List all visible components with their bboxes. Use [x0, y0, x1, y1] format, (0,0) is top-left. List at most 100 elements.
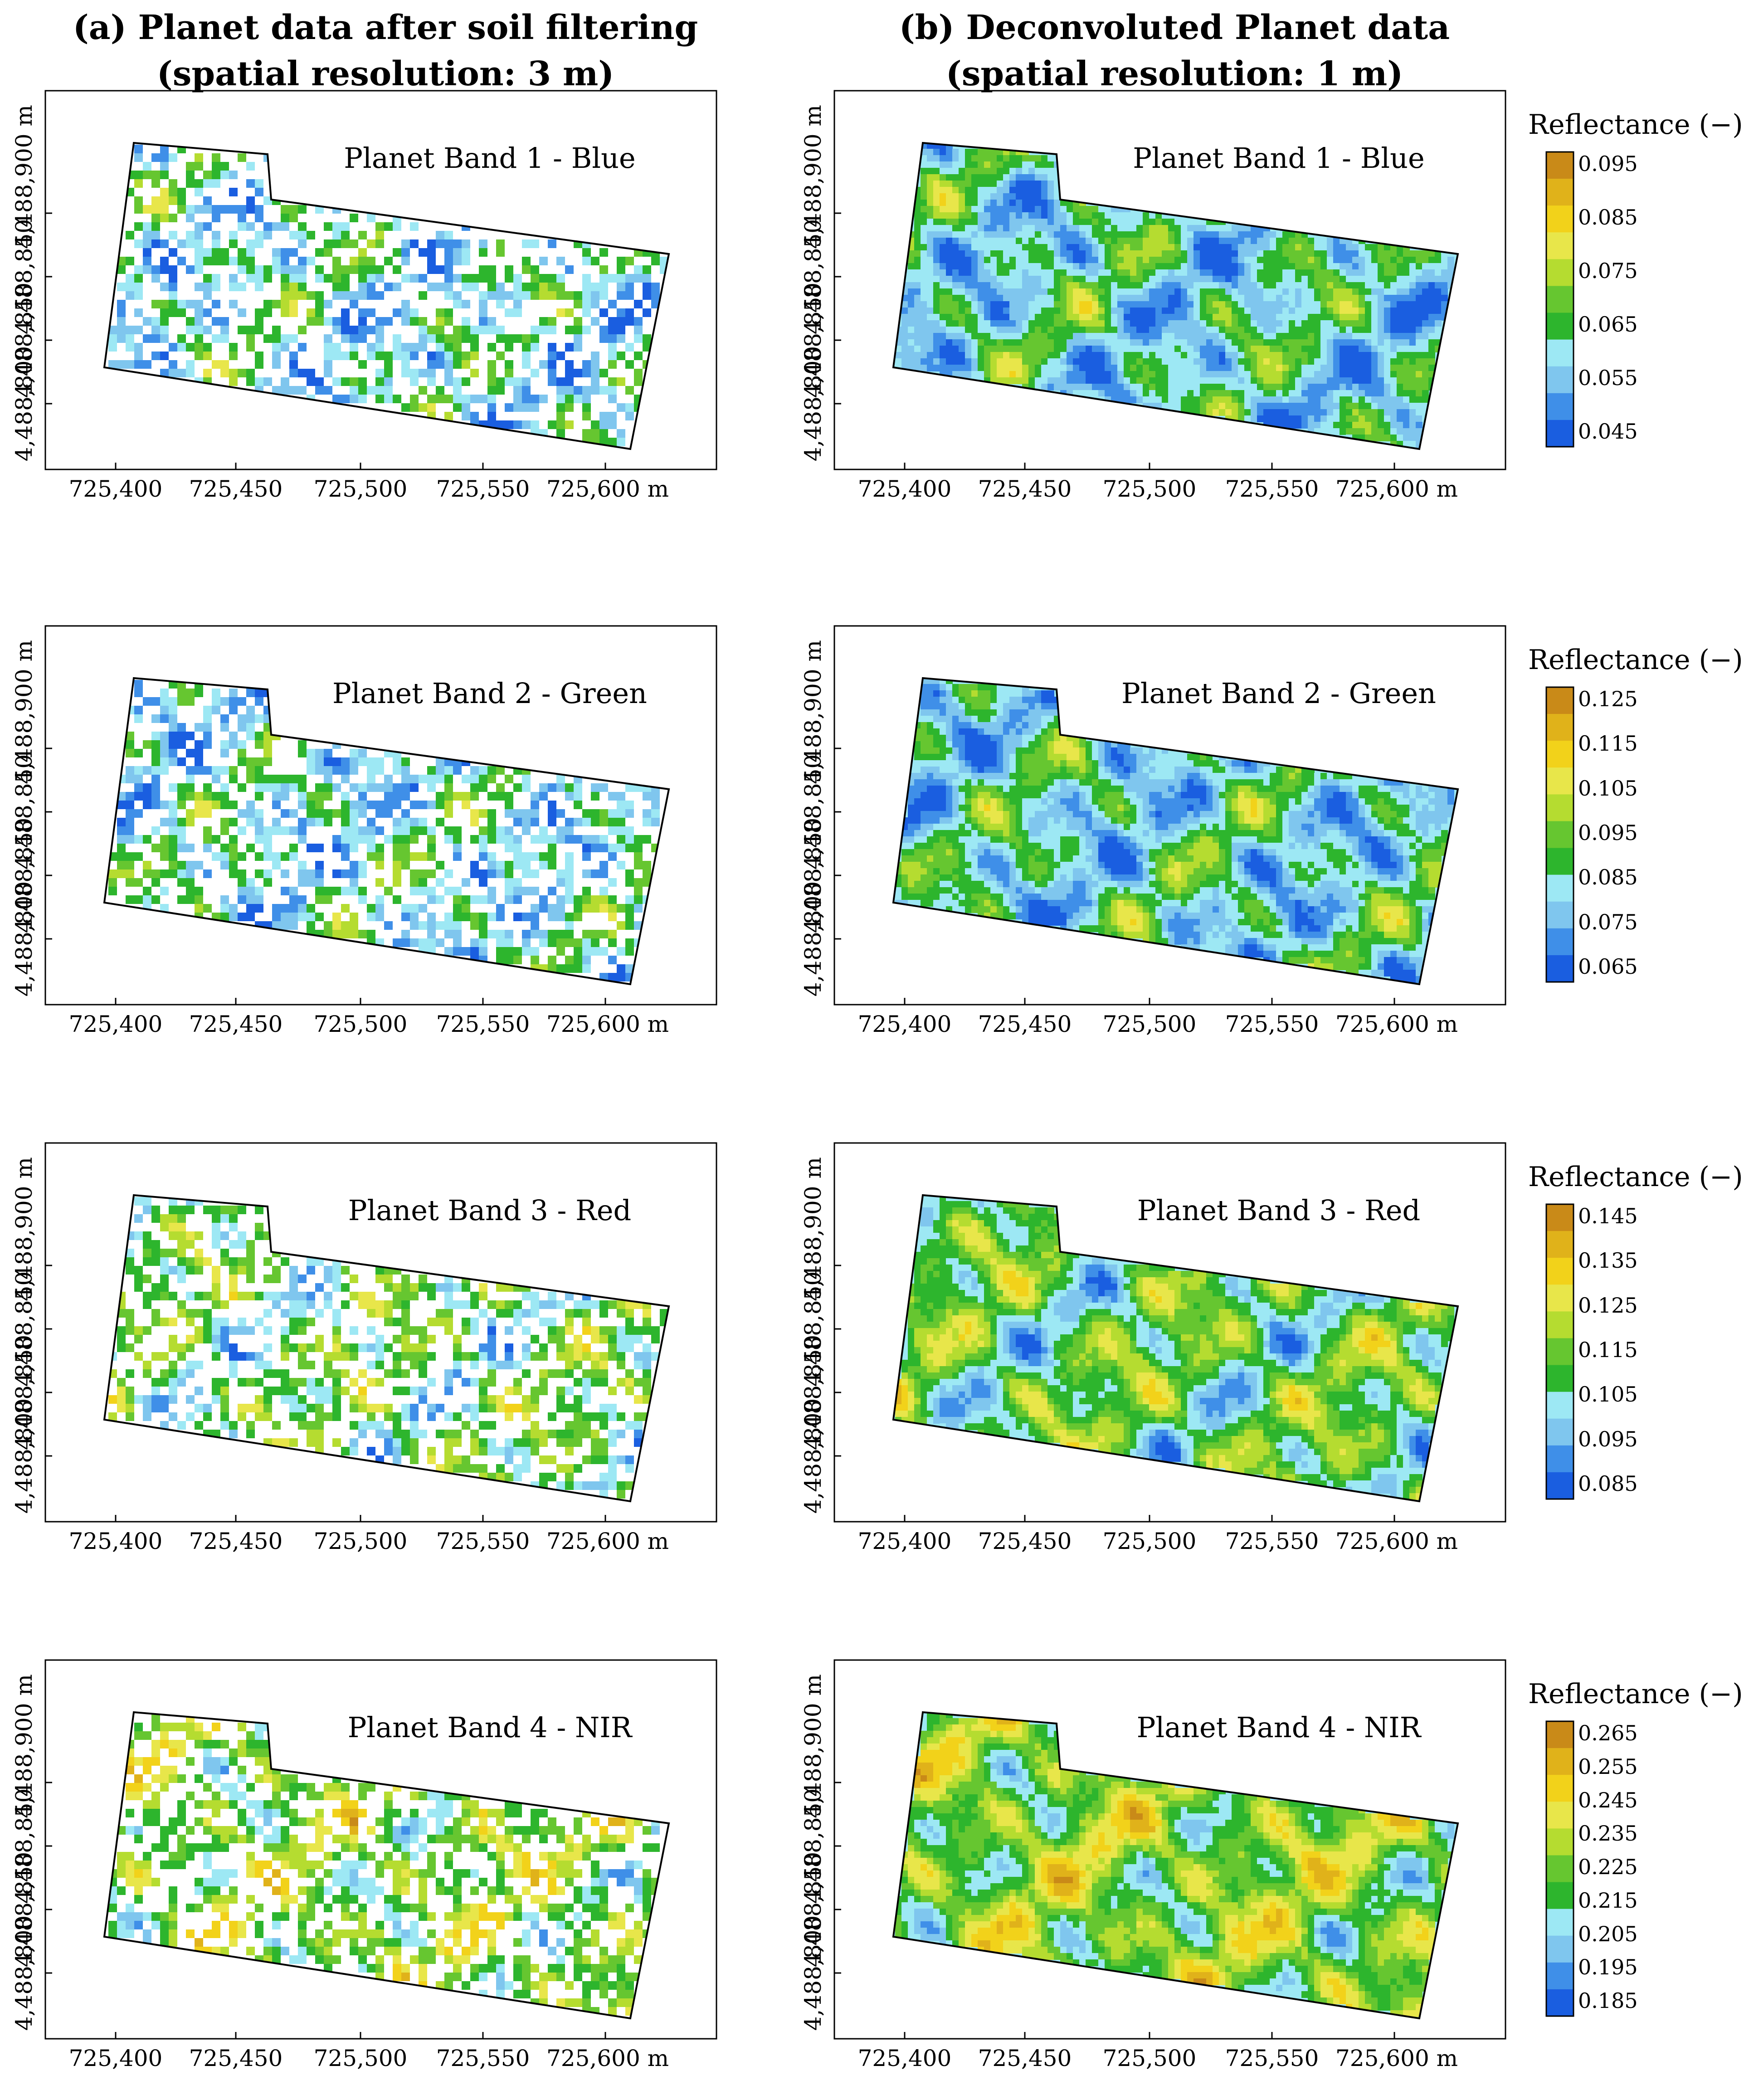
map-cell	[921, 365, 927, 371]
map-pixel	[444, 887, 453, 895]
map-pixel	[255, 887, 263, 895]
map-pixel	[229, 740, 238, 749]
map-pixel	[324, 360, 332, 369]
map-cell	[1168, 250, 1175, 257]
map-cell	[1365, 327, 1372, 333]
map-cell	[1225, 365, 1232, 371]
map-cell	[1238, 269, 1245, 276]
map-pixel	[151, 740, 160, 749]
map-pixel	[599, 809, 608, 818]
map-pixel	[350, 818, 358, 826]
map-pixel	[143, 239, 151, 248]
map-cell	[952, 238, 959, 244]
map-cell	[959, 155, 965, 162]
map-pixel	[531, 369, 539, 377]
map-cell	[1143, 250, 1150, 257]
map-pixel	[307, 291, 315, 300]
map-pixel	[410, 352, 419, 360]
map-cell	[1041, 174, 1048, 181]
map-pixel	[151, 231, 160, 239]
map-cell	[1359, 257, 1365, 264]
map-cell	[1155, 238, 1162, 244]
map-cell	[1314, 403, 1321, 410]
map-cell	[1333, 352, 1340, 359]
map-cell	[1244, 371, 1251, 378]
map-cell	[1365, 333, 1372, 340]
map-cell	[1174, 333, 1181, 340]
map-pixel	[513, 818, 522, 826]
map-cell	[1003, 181, 1010, 187]
map-cell	[914, 263, 921, 270]
map-cell	[1219, 403, 1226, 410]
map-cell	[1206, 365, 1213, 371]
map-pixel	[186, 179, 195, 188]
map-cell	[1403, 263, 1410, 270]
map-cell	[978, 155, 984, 162]
map-pixel	[195, 766, 203, 775]
map-pixel	[143, 360, 151, 369]
map-pixel	[341, 775, 350, 783]
map-cell	[952, 741, 959, 748]
map-cell	[921, 276, 927, 283]
map-cell	[1238, 352, 1245, 359]
map-cell	[1086, 352, 1092, 359]
map-cell	[1340, 428, 1346, 435]
map-pixel	[195, 343, 203, 352]
map-cell	[1244, 282, 1251, 289]
map-pixel	[246, 162, 255, 171]
map-cell	[1047, 754, 1054, 761]
map-cell	[1371, 339, 1378, 346]
map-cell	[1270, 365, 1276, 371]
map-pixel	[246, 265, 255, 274]
map-cell	[1289, 365, 1296, 371]
map-cell	[1422, 269, 1429, 276]
map-pixel	[151, 179, 160, 188]
map-cell	[1041, 747, 1048, 754]
map-cell	[984, 206, 991, 213]
map-cell	[1016, 263, 1023, 270]
map-pixel	[186, 792, 195, 801]
map-pixel	[186, 239, 195, 248]
map-cell	[1276, 288, 1283, 295]
map-pixel	[599, 947, 608, 956]
map-pixel	[332, 844, 341, 852]
map-cell	[1086, 754, 1092, 761]
map-cell	[1251, 295, 1257, 302]
map-cell	[978, 358, 984, 365]
map-cell	[1200, 384, 1207, 391]
map-pixel	[410, 274, 419, 283]
map-pixel	[522, 913, 531, 921]
map-cell	[1384, 308, 1391, 314]
map-cell	[1270, 390, 1276, 397]
map-cell	[1054, 747, 1061, 754]
map-cell	[1435, 301, 1442, 308]
map-cell	[1047, 716, 1054, 723]
map-cell	[959, 250, 965, 257]
map-pixel	[582, 956, 591, 964]
map-cell	[1416, 301, 1422, 308]
map-cell	[1092, 295, 1099, 302]
map-cell	[1047, 308, 1054, 314]
map-pixel	[281, 869, 289, 878]
map-cell	[946, 327, 953, 333]
map-pixel	[410, 403, 419, 412]
map-cell	[1232, 390, 1238, 397]
map-cell	[1054, 773, 1061, 780]
map-cell	[1441, 282, 1448, 289]
map-pixel	[324, 248, 332, 257]
map-cell	[1346, 352, 1353, 359]
map-cell	[1378, 346, 1384, 352]
map-cell	[914, 760, 921, 767]
map-cell	[1390, 435, 1397, 441]
map-pixel	[246, 257, 255, 265]
map-pixel	[307, 904, 315, 913]
map-pixel	[134, 171, 143, 179]
map-cell	[1136, 377, 1143, 384]
map-pixel	[117, 861, 126, 869]
map-cell	[1244, 250, 1251, 257]
map-cell	[1073, 231, 1080, 238]
map-cell	[1162, 282, 1169, 289]
map-cell	[1403, 358, 1410, 365]
map-cell	[946, 352, 953, 359]
map-pixel	[436, 861, 444, 869]
